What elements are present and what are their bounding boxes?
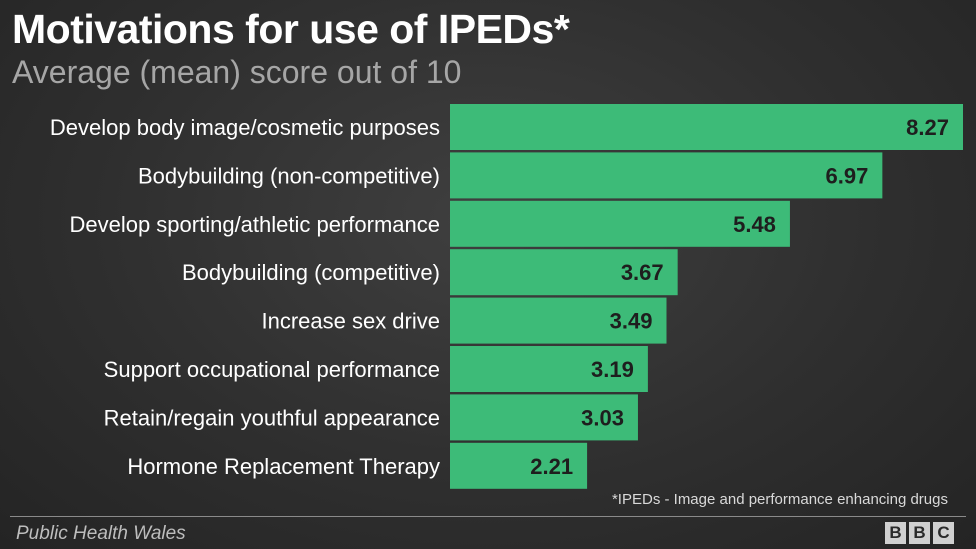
footer-divider — [10, 516, 966, 517]
bar — [450, 104, 963, 150]
category-label: Support occupational performance — [104, 357, 440, 382]
category-label: Increase sex drive — [261, 309, 440, 334]
value-label: 6.97 — [826, 163, 869, 188]
bar — [450, 297, 667, 344]
value-label: 3.19 — [591, 357, 634, 382]
chart-subtitle: Average (mean) score out of 10 — [12, 54, 462, 90]
bar — [450, 152, 883, 199]
footnote: *IPEDs - Image and performance enhancing… — [611, 491, 948, 508]
category-label: Retain/regain youthful appearance — [104, 405, 440, 430]
bar — [450, 442, 588, 489]
bar — [450, 200, 790, 247]
category-label: Develop sporting/athletic performance — [69, 212, 440, 237]
bars-group: Develop body image/cosmetic purposes 8.27… — [50, 104, 963, 489]
source-credit: Public Health Wales — [16, 523, 186, 544]
category-label: Hormone Replacement Therapy — [127, 454, 440, 479]
bar — [450, 249, 678, 296]
value-label: 5.48 — [733, 212, 776, 237]
bbc-logo-letter: B — [909, 522, 930, 544]
category-label: Bodybuilding (non-competitive) — [138, 163, 440, 188]
bbc-logo: B B C — [885, 522, 954, 544]
value-label: 3.49 — [610, 309, 653, 334]
bar — [450, 346, 648, 392]
value-label: 2.21 — [530, 454, 573, 479]
value-label: 8.27 — [906, 115, 949, 140]
bar — [450, 394, 638, 441]
value-label: 3.03 — [581, 405, 624, 430]
category-label: Develop body image/cosmetic purposes — [50, 115, 440, 140]
bbc-logo-letter: C — [933, 522, 954, 544]
category-label: Bodybuilding (competitive) — [182, 260, 440, 285]
bbc-logo-letter: B — [885, 522, 906, 544]
value-label: 3.67 — [621, 260, 664, 285]
chart-title: Motivations for use of IPEDs* — [12, 6, 570, 52]
